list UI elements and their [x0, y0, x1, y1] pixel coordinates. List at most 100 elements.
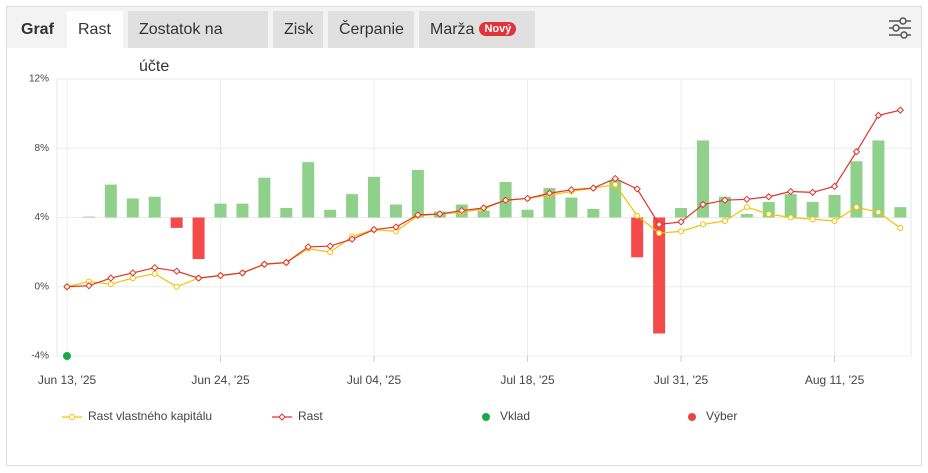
- marker: [304, 243, 312, 251]
- marker: [721, 196, 729, 204]
- bar: [148, 196, 161, 218]
- x-tick-label: Aug 11, '25: [805, 373, 865, 387]
- bar: [214, 203, 227, 218]
- tab[interactable]: Zostatok na účte: [128, 11, 268, 75]
- marker: [238, 269, 247, 277]
- marker: [151, 263, 159, 272]
- tab[interactable]: Marža Nový: [419, 11, 535, 48]
- bar: [368, 176, 381, 218]
- marker: [853, 204, 860, 211]
- marker: [151, 270, 158, 277]
- marker: [634, 212, 641, 219]
- marker: [875, 209, 882, 216]
- bar: [565, 197, 578, 218]
- legend-label: Rast: [298, 409, 323, 423]
- marker: [545, 189, 554, 197]
- badge: Nový: [479, 22, 517, 36]
- legend-marker: [482, 413, 490, 421]
- marker: [896, 106, 905, 114]
- marker: [678, 228, 685, 235]
- legend-marker: [69, 414, 75, 420]
- bar: [894, 207, 907, 218]
- tab[interactable]: Rast: [67, 11, 123, 48]
- marker: [743, 204, 750, 211]
- x-tick-label: Jul 31, '25: [654, 373, 709, 387]
- title: Graf: [21, 21, 54, 38]
- marker: [129, 269, 137, 277]
- marker: [721, 217, 728, 224]
- marker: [282, 258, 291, 267]
- legend-marker: [688, 413, 696, 421]
- y-tick-label: 0%: [35, 281, 50, 292]
- x-tick-label: Jul 04, '25: [347, 373, 402, 387]
- marker: [107, 281, 114, 288]
- marker: [501, 196, 510, 204]
- bar: [236, 203, 249, 218]
- marker: [107, 274, 115, 282]
- bar: [82, 216, 95, 218]
- bar: [170, 217, 183, 228]
- bar: [740, 214, 753, 218]
- x-tick-label: Jul 18, '25: [500, 373, 555, 387]
- marker: [260, 260, 269, 268]
- marker: [612, 181, 619, 188]
- bar: [696, 140, 709, 218]
- bar: [104, 184, 117, 218]
- bar: [477, 210, 490, 218]
- marker: [414, 211, 422, 219]
- tab[interactable]: Čerpanie: [328, 11, 414, 48]
- marker: [326, 242, 334, 250]
- marker: [831, 217, 838, 224]
- marker: [173, 283, 180, 290]
- bar: [389, 204, 402, 218]
- legend-label: Rast vlastného kapitálu: [88, 409, 212, 423]
- marker: [852, 148, 861, 156]
- y-tick-label: 4%: [35, 212, 50, 223]
- bar: [872, 140, 885, 218]
- marker: [765, 193, 773, 201]
- y-tick-label: -4%: [31, 351, 49, 362]
- marker: [765, 211, 772, 218]
- bar: [718, 196, 731, 218]
- bar: [828, 194, 841, 218]
- bar: [258, 177, 271, 218]
- widget: Graf Rast Zostatok na účte Zisk Čerpanie…: [6, 6, 922, 466]
- bar: [280, 207, 293, 218]
- bar: [675, 207, 688, 218]
- marker: [216, 271, 225, 280]
- marker: [172, 267, 181, 275]
- marker: [348, 235, 356, 243]
- bar: [631, 217, 644, 258]
- marker: [809, 216, 816, 223]
- tab-label: Marža: [430, 21, 475, 38]
- marker: [567, 186, 576, 194]
- tab-bar: Graf Rast Zostatok na účte Zisk Čerpanie…: [7, 7, 921, 75]
- marker: [633, 185, 641, 193]
- marker: [327, 249, 334, 256]
- bar: [126, 198, 139, 218]
- legend-label: Vklad: [500, 409, 530, 423]
- marker: [436, 210, 444, 218]
- marker: [194, 274, 203, 282]
- marker: [611, 174, 619, 183]
- bar: [324, 209, 337, 218]
- marker: [392, 223, 400, 231]
- bar: [192, 217, 205, 260]
- marker: [874, 111, 883, 120]
- marker: [479, 204, 488, 212]
- bar: [587, 208, 600, 218]
- y-tick-label: 8%: [35, 143, 50, 154]
- marker: [63, 283, 71, 291]
- marker: [786, 187, 795, 196]
- marker: [458, 206, 466, 215]
- settings-icon[interactable]: [887, 16, 913, 40]
- tab[interactable]: Zisk: [273, 11, 323, 48]
- bar: [850, 161, 863, 218]
- marker: [655, 220, 663, 229]
- marker: [699, 200, 707, 209]
- marker: [743, 195, 751, 204]
- marker: [656, 230, 663, 237]
- legend-marker: [278, 413, 286, 421]
- marker: [808, 188, 817, 197]
